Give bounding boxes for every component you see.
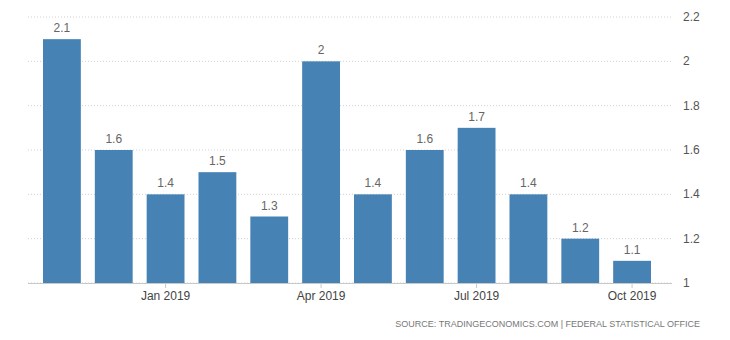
x-tick-label: Jul 2019 — [454, 289, 500, 303]
y-tick-label: 1.2 — [683, 232, 700, 246]
data-label: 2 — [318, 43, 325, 57]
grid-line — [28, 61, 672, 62]
x-tick — [476, 283, 477, 288]
bars — [43, 39, 651, 283]
bar — [458, 128, 496, 283]
grid-line — [28, 105, 672, 106]
x-tick — [632, 283, 633, 288]
bar — [302, 61, 340, 283]
y-tick-label: 1.6 — [683, 143, 700, 157]
grid-line — [28, 17, 672, 18]
x-tick — [321, 283, 322, 288]
chart-container: 1 1.2 1.4 1.6 1.8 2 2.2 2.1 1.6 1.4 1.5 1.3 2 1.4 1.6 1… — [0, 0, 730, 340]
bar — [354, 194, 392, 283]
y-tick-label: 2.2 — [683, 10, 700, 24]
chart-svg: 1 1.2 1.4 1.6 1.8 2 2.2 2.1 1.6 1.4 1.5 1.3 2 1.4 1.6 1… — [0, 0, 730, 340]
x-tick-label: Apr 2019 — [297, 289, 346, 303]
data-label: 1.4 — [520, 176, 537, 190]
y-tick-label: 1.8 — [683, 99, 700, 113]
y-tick-label: 2 — [683, 54, 690, 68]
bar — [509, 194, 547, 283]
bar — [95, 150, 133, 283]
data-label: 1.4 — [365, 176, 382, 190]
bar — [147, 194, 185, 283]
data-label: 2.1 — [54, 21, 71, 35]
data-label: 1.4 — [157, 176, 174, 190]
x-axis-line — [28, 283, 672, 284]
x-tick-label: Oct 2019 — [608, 289, 657, 303]
bar — [43, 39, 81, 283]
data-label: 1.3 — [261, 199, 278, 213]
data-label: 1.6 — [105, 132, 122, 146]
bar — [250, 217, 288, 284]
bar — [406, 150, 444, 283]
x-tick — [165, 283, 166, 288]
bar — [613, 261, 651, 283]
data-label: 1.2 — [572, 221, 589, 235]
data-label: 1.5 — [209, 154, 226, 168]
data-label: 1.7 — [468, 110, 485, 124]
bar — [561, 239, 599, 283]
x-tick-label: Jan 2019 — [141, 289, 191, 303]
source-note: SOURCE: TRADINGECONOMICS.COM | FEDERAL S… — [395, 319, 700, 329]
bar — [198, 172, 236, 283]
data-label: 1.6 — [416, 132, 433, 146]
y-tick-label: 1 — [683, 276, 690, 290]
data-label: 1.1 — [624, 243, 641, 257]
y-tick-label: 1.4 — [683, 187, 700, 201]
